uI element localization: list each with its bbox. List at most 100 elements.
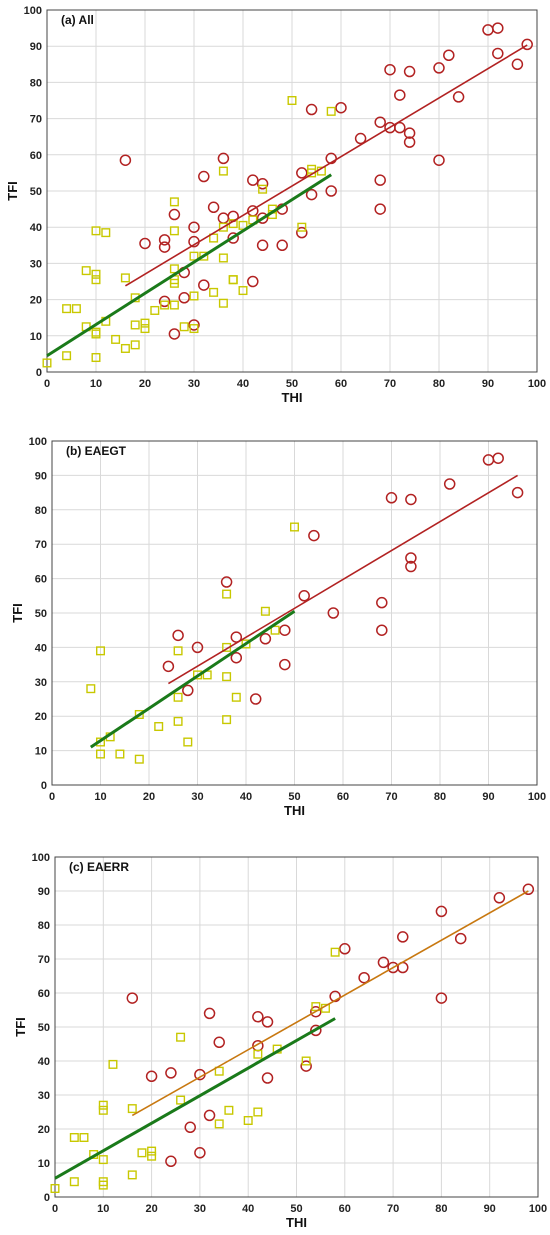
data-point — [238, 286, 248, 296]
data-point — [247, 275, 259, 288]
data-point — [120, 343, 130, 353]
data-point — [173, 692, 183, 702]
data-point — [213, 1036, 225, 1049]
data-point — [62, 304, 72, 314]
data-point — [300, 1060, 312, 1072]
data-point — [178, 292, 190, 304]
data-point — [198, 170, 210, 183]
data-point — [218, 253, 228, 263]
data-point — [433, 154, 445, 166]
data-point — [330, 947, 340, 957]
data-point — [435, 905, 448, 918]
data-point — [403, 136, 416, 148]
data-point — [91, 353, 101, 363]
data-point — [261, 1072, 274, 1084]
y-tick-label: 10 — [30, 331, 42, 343]
x-tick-label: 30 — [194, 1203, 206, 1215]
x-tick-label: 40 — [240, 791, 252, 803]
data-point — [397, 931, 409, 943]
data-point — [305, 103, 318, 116]
data-point — [115, 749, 125, 759]
data-point — [191, 641, 204, 654]
data-point — [261, 1016, 274, 1028]
data-point — [287, 95, 297, 105]
data-point — [91, 226, 101, 236]
x-axis-label: THI — [286, 1215, 307, 1230]
data-point — [198, 279, 210, 291]
x-tick-label: 60 — [337, 791, 349, 803]
data-point — [260, 606, 270, 616]
data-point — [189, 251, 199, 261]
data-point — [325, 185, 337, 197]
data-point — [308, 529, 320, 542]
data-point — [217, 152, 230, 165]
data-point — [209, 233, 219, 243]
data-point — [222, 589, 232, 599]
data-point — [403, 127, 416, 139]
data-point — [98, 1180, 108, 1190]
x-tick-label: 40 — [237, 378, 249, 390]
data-point — [405, 493, 417, 506]
axes-frame — [54, 856, 539, 1198]
x-tick-label: 80 — [434, 791, 446, 803]
data-point — [521, 38, 533, 51]
data-point — [95, 646, 105, 656]
data-point — [108, 1059, 118, 1069]
data-point — [253, 1107, 263, 1117]
data-point — [443, 478, 456, 490]
data-point — [452, 91, 465, 103]
x-tick-label: 0 — [52, 1203, 58, 1215]
x-tick-label: 10 — [97, 1203, 109, 1215]
data-point — [376, 596, 388, 609]
y-tick-label: 10 — [38, 1158, 50, 1170]
data-point — [126, 992, 139, 1004]
data-point — [433, 62, 445, 74]
data-point — [62, 351, 72, 361]
y-tick-label: 50 — [38, 1022, 50, 1034]
data-point — [42, 358, 52, 368]
data-point — [276, 239, 288, 252]
x-tick-label: 70 — [384, 378, 396, 390]
y-tick-label: 60 — [35, 574, 47, 586]
x-axis-label: THI — [282, 390, 303, 405]
data-point — [374, 174, 386, 186]
data-point — [160, 300, 170, 310]
data-point — [394, 121, 406, 134]
x-tick-label: 30 — [191, 791, 203, 803]
data-point — [214, 1119, 224, 1129]
data-point — [228, 275, 238, 285]
data-point — [218, 298, 228, 308]
data-point — [120, 273, 130, 283]
data-point — [241, 639, 251, 649]
data-point — [298, 590, 310, 602]
y-tick-label: 40 — [35, 642, 47, 654]
y-tick-label: 70 — [35, 539, 47, 551]
data-point — [173, 716, 183, 726]
data-point — [147, 1151, 157, 1161]
data-point — [169, 226, 179, 236]
y-axis-label: TFI — [10, 603, 25, 623]
data-point — [158, 234, 171, 246]
data-point — [218, 166, 228, 176]
y-tick-label: 20 — [35, 711, 47, 723]
data-point — [326, 106, 336, 116]
x-tick-label: 30 — [188, 378, 200, 390]
y-tick-label: 30 — [30, 258, 42, 270]
y-tick-label: 10 — [35, 746, 47, 758]
fit-line — [46, 173, 333, 357]
data-point — [492, 47, 504, 60]
data-point — [305, 188, 318, 201]
data-point — [184, 1121, 196, 1134]
y-tick-label: 100 — [29, 436, 47, 448]
data-point — [224, 1105, 234, 1115]
data-point — [253, 1049, 263, 1059]
x-tick-label: 80 — [435, 1203, 447, 1215]
data-point — [189, 291, 199, 301]
data-point — [209, 287, 219, 297]
x-tick-label: 10 — [90, 378, 102, 390]
data-point — [230, 631, 243, 643]
data-point — [222, 715, 232, 725]
x-tick-label: 0 — [44, 378, 50, 390]
y-tick-label: 70 — [30, 114, 42, 126]
y-tick-label: 20 — [30, 295, 42, 307]
